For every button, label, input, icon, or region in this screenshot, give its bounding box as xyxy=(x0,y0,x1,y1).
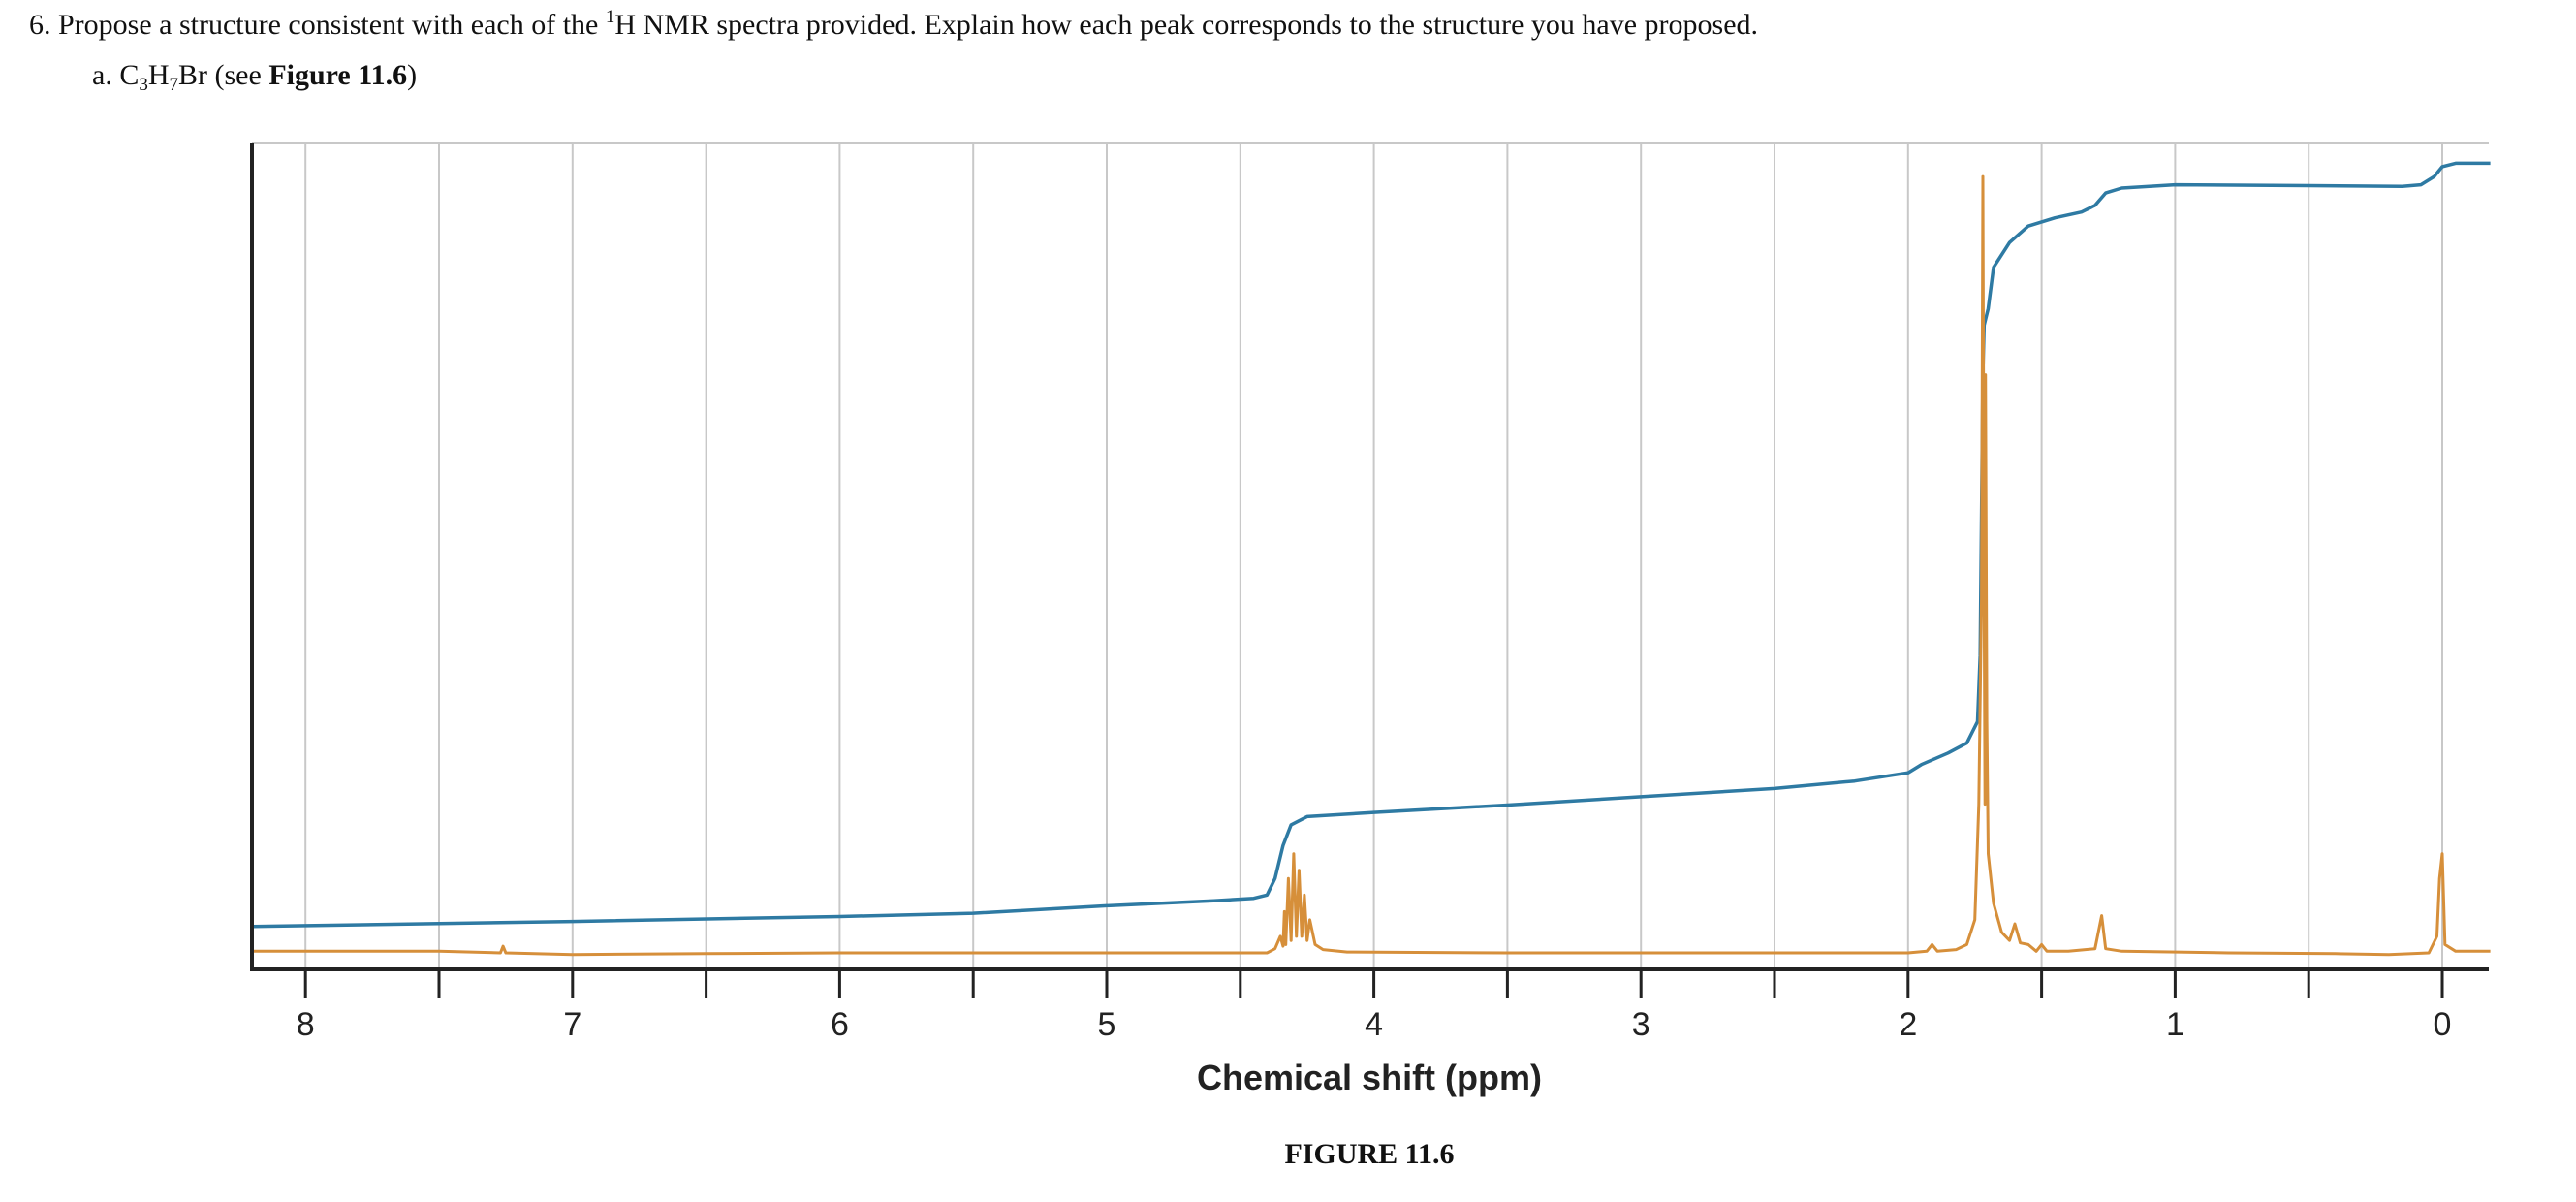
see-prefix: (see xyxy=(207,59,269,91)
subquestion-text: a. C3H7Br (see Figure 11.6) xyxy=(92,56,417,95)
figure-caption: FIGURE 11.6 xyxy=(1284,1138,1455,1170)
question-text-before: Propose a structure consistent with each… xyxy=(50,9,606,41)
question-text-after: H NMR spectra provided. Explain how each… xyxy=(614,9,1759,41)
formula-hydrogen: H xyxy=(147,59,170,91)
x-tick-label: 1 xyxy=(2166,1006,2184,1043)
x-tick-label: 8 xyxy=(297,1006,315,1043)
integral-layer xyxy=(252,161,2491,929)
x-axis-label: Chemical shift (ppm) xyxy=(1197,1058,1542,1097)
spectrum-trace xyxy=(252,174,2491,957)
formula-bromine: Br xyxy=(178,59,208,91)
x-tick-label: 6 xyxy=(831,1006,849,1043)
x-tick-label: 4 xyxy=(1365,1006,1383,1043)
formula-carbon: C xyxy=(119,59,140,91)
integral-curve xyxy=(252,161,2491,929)
figure-reference: Figure 11.6 xyxy=(268,59,408,91)
spectrum-layer xyxy=(252,174,2491,957)
tick-layer: 8 7 6 5 4 3 2 1 0 xyxy=(297,969,2452,1043)
x-tick-label: 3 xyxy=(1632,1006,1650,1043)
x-tick-label: 0 xyxy=(2434,1006,2452,1043)
isotope-superscript: 1 xyxy=(605,7,615,27)
question-text: 6. Propose a structure consistent with e… xyxy=(29,6,1758,45)
subquestion-label: a. xyxy=(92,59,120,91)
grid-layer xyxy=(304,143,2443,969)
x-tick-label: 2 xyxy=(1899,1006,1917,1043)
x-tick-label: 7 xyxy=(563,1006,581,1043)
question-number: 6. xyxy=(29,9,51,41)
formula-carbon-count: 3 xyxy=(139,75,148,95)
x-tick-label: 5 xyxy=(1098,1006,1116,1043)
see-suffix: ) xyxy=(407,59,418,91)
formula-hydrogen-count: 7 xyxy=(169,75,179,95)
